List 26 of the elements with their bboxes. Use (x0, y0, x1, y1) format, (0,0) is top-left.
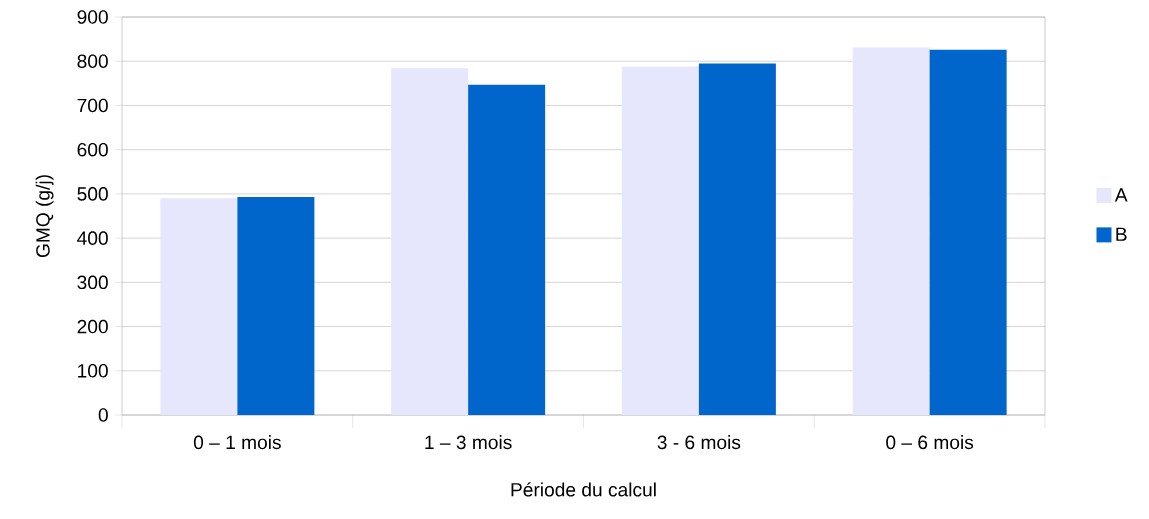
bar (929, 49, 1007, 415)
y-tick-label: 700 (77, 98, 108, 113)
bar (468, 84, 546, 415)
y-tick-label: 300 (77, 275, 108, 290)
y-tick-label: 0 (98, 408, 108, 422)
x-axis-title: Période du calcul (511, 482, 656, 497)
y-axis-title: GMQ (g/j) (35, 175, 54, 258)
y-tick-label: 500 (77, 187, 108, 201)
x-tick-label: 0 – 1 mois (193, 435, 281, 450)
bar (852, 47, 930, 415)
bar (237, 197, 315, 415)
bar (698, 63, 776, 415)
x-tick-label: 0 – 6 mois (886, 435, 974, 450)
bar (391, 68, 469, 415)
legend-label: B (1116, 227, 1127, 241)
bar (160, 198, 238, 415)
y-tick-label: 100 (78, 364, 108, 378)
x-tick-label: 1 – 3 mois (425, 435, 512, 450)
y-tick-label: 200 (77, 319, 108, 334)
legend-label: A (1114, 188, 1128, 202)
y-tick-label: 600 (77, 142, 108, 157)
y-tick-label: 900 (77, 10, 108, 24)
y-tick-label: 400 (77, 231, 108, 245)
x-tick-label: 3 - 6 mois (657, 435, 741, 450)
y-tick-label: 800 (77, 54, 108, 69)
bar (621, 66, 699, 415)
